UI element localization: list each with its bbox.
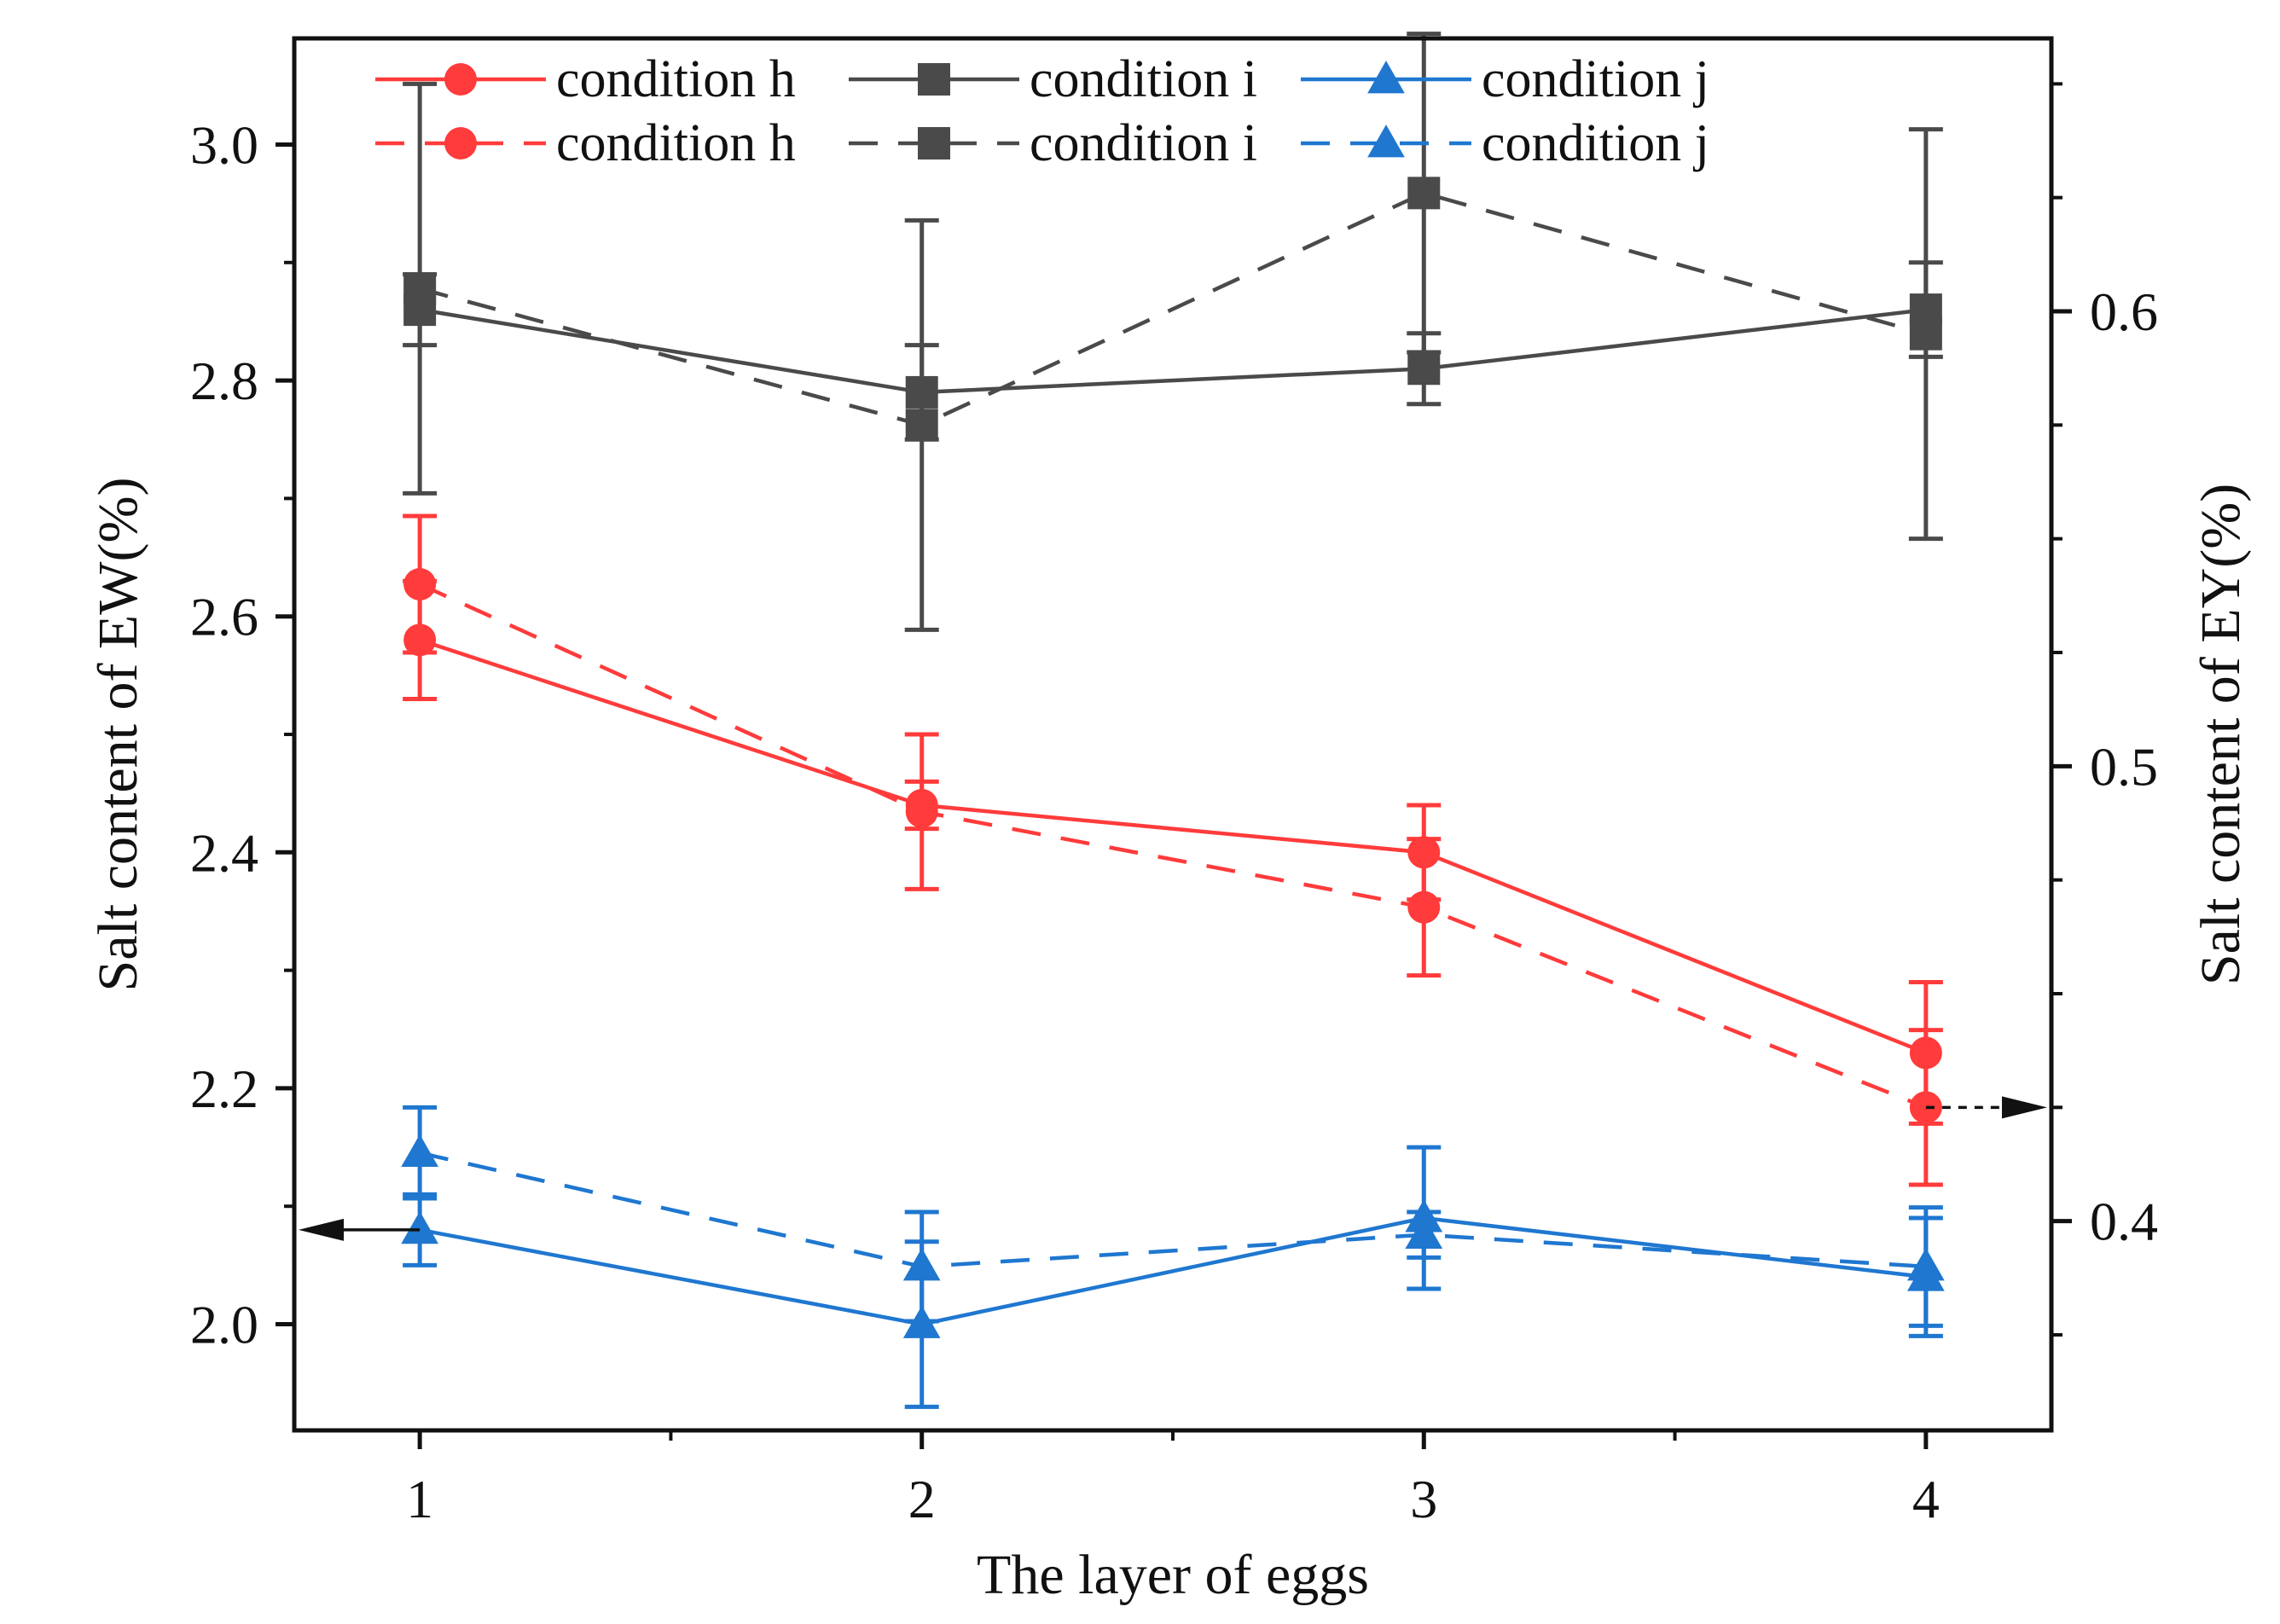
y-right-tick-label: 0.6 [2090, 281, 2158, 342]
axes: 1 2 3 4 2.0 2.2 2.4 2.6 2.8 3.0 0.4 0.5 0.6 [190, 82, 2158, 1529]
legend-label: condition h [556, 114, 796, 172]
series-right-square [403, 32, 1943, 632]
x-tick-label: 4 [1912, 1469, 1940, 1529]
legend-label: condition j [1482, 50, 1709, 108]
legend-label: condition j [1482, 114, 1709, 172]
chart-marks [401, 32, 1945, 1409]
legend-item-2: condition i [849, 50, 1257, 108]
legend-label: condition i [1030, 114, 1257, 172]
legend-item-4: condition h [375, 114, 796, 172]
data-point [1407, 177, 1441, 210]
y-left-tick-label: 2.6 [190, 587, 258, 647]
legend-swatch-marker [1367, 125, 1405, 158]
series-right-triangle [401, 1105, 1945, 1328]
y-right-tick-label: 0.4 [2090, 1192, 2158, 1252]
series-line [419, 190, 1927, 427]
plot-frame [292, 36, 2054, 1433]
data-point [401, 1211, 438, 1244]
legend-swatch-marker [918, 127, 950, 160]
series-line [419, 307, 1927, 395]
x-tick-label: 2 [908, 1469, 936, 1529]
data-point [403, 568, 437, 600]
legend-item-1: condition h [375, 50, 796, 108]
legend-swatch-marker [918, 63, 950, 96]
legend: condition h condition i condition j conditi… [375, 50, 1709, 172]
y-axis-right-title: Salt content of EY(%) [2190, 484, 2252, 985]
data-point [1907, 1248, 1945, 1281]
legend-item-5: condition i [849, 114, 1257, 172]
series-left-triangle [401, 1145, 1945, 1409]
legend-swatch-marker [444, 127, 477, 160]
series-right-circle [403, 513, 1943, 1187]
x-axis-title: The layer of eggs [977, 1544, 1369, 1606]
y-axis-left-title: Salt content of EW(%) [87, 478, 149, 992]
y-right-tick-label: 0.5 [2090, 736, 2158, 797]
y-left-tick-label: 3.0 [190, 114, 258, 175]
series-line [419, 1151, 1926, 1269]
series-left-square [403, 260, 1943, 442]
data-point [905, 409, 938, 442]
series-line [419, 582, 1927, 1110]
data-point [905, 795, 938, 828]
series-left-circle [403, 578, 1943, 1126]
x-tick-label: 1 [406, 1469, 433, 1529]
legend-item-6: condition j [1301, 114, 1709, 172]
legend-item-3: condition j [1301, 50, 1709, 108]
y-left-tick-label: 2.8 [190, 351, 258, 411]
data-point [1407, 890, 1441, 924]
y-left-tick-label: 2.0 [190, 1295, 258, 1355]
left-axis-arrow-head [299, 1218, 344, 1241]
y-left-tick-label: 2.4 [190, 822, 258, 883]
legend-swatch-marker [444, 63, 477, 96]
data-point [902, 1248, 941, 1281]
series-line [419, 1215, 1927, 1326]
series-line [419, 638, 1927, 1055]
legend-swatch-marker [1367, 61, 1405, 94]
data-point [403, 272, 437, 305]
x-tick-label: 3 [1410, 1469, 1437, 1529]
data-point [1407, 352, 1441, 386]
legend-label: condition h [556, 50, 796, 108]
y-left-tick-label: 2.2 [190, 1058, 258, 1119]
data-point [401, 1134, 438, 1168]
legend-label: condition i [1030, 50, 1257, 108]
data-point [1909, 317, 1942, 351]
data-point [1405, 1215, 1443, 1250]
right-axis-arrow-head [2002, 1096, 2047, 1119]
